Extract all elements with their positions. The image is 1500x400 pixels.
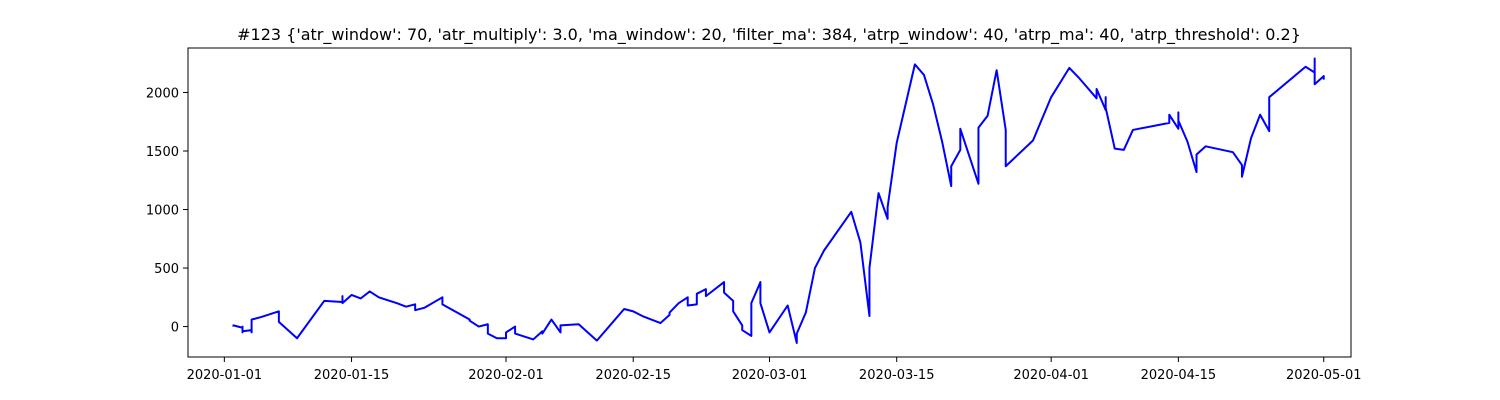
- x-tick-label: 2020-05-01: [1286, 368, 1362, 383]
- y-tick-label: 0: [171, 321, 179, 336]
- x-tick-label: 2020-01-15: [314, 368, 390, 383]
- axes: 2020-01-01 2020-01-15 2020-02-01 2020-02-15…: [146, 86, 1362, 383]
- x-tick-label: 2020-03-01: [732, 368, 808, 383]
- chart-title: #123 {'atr_window': 70, 'atr_multiply': …: [237, 25, 1301, 45]
- x-tick-label: 2020-04-15: [1141, 368, 1217, 383]
- x-tick-label: 2020-04-01: [1013, 368, 1089, 383]
- series-layer: [232, 57, 1325, 344]
- x-tick-label: 2020-02-15: [595, 368, 671, 383]
- y-tick-label: 2000: [146, 86, 179, 101]
- series-line: [232, 57, 1325, 344]
- x-tick-label: 2020-01-01: [187, 368, 263, 383]
- plot-frame: [187, 47, 1352, 358]
- y-tick-label: 1000: [146, 204, 179, 219]
- x-tick-label: 2020-02-01: [468, 368, 544, 383]
- x-tick-label: 2020-03-15: [859, 368, 935, 383]
- y-tick-label: 500: [154, 262, 179, 277]
- y-tick-label: 1500: [146, 145, 179, 160]
